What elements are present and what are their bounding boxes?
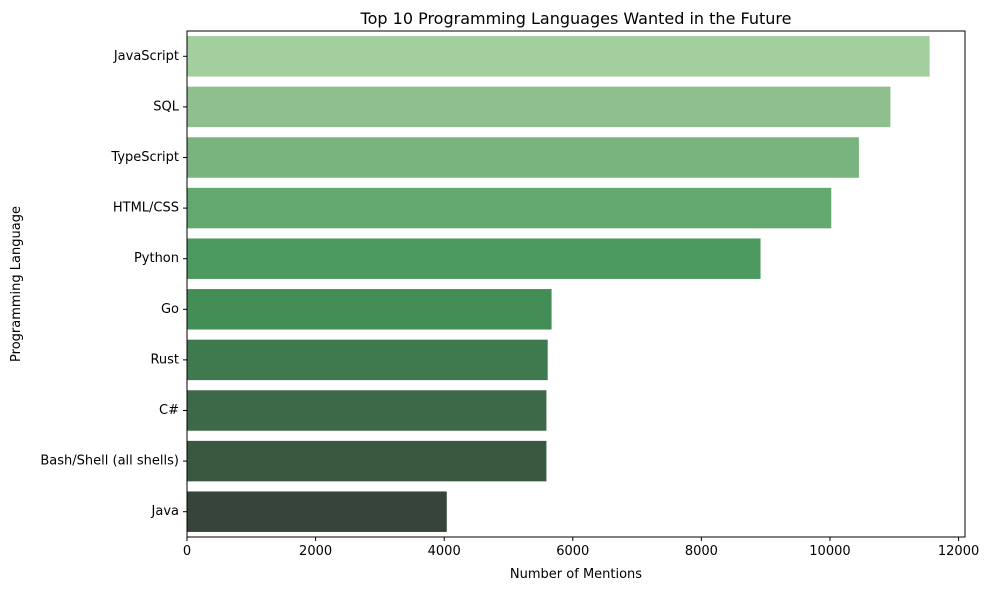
plot-frame [186,30,966,538]
chart-title: Top 10 Programming Languages Wanted in t… [360,9,792,28]
bar-javascript [187,36,930,77]
y-tick-label: C# [159,403,179,418]
y-tick-label: Go [161,302,179,317]
y-tick-label: TypeScript [110,150,179,165]
x-tick-label: 10000 [809,544,850,559]
bar-html-css [187,187,832,229]
x-tick-label: 0 [183,544,191,559]
y-tick-label: Java [151,504,179,519]
bar-typescript [187,137,859,178]
y-tick-label: Python [134,251,179,266]
bar-go [187,289,552,330]
bar-python [187,238,761,279]
x-axis-label: Number of Mentions [510,567,642,582]
x-tick-label: 8000 [685,544,718,559]
bars-group [187,36,930,532]
bar-sql [187,86,891,128]
x-ticks-group: 0 2000 4000 6000 8000 10000 12000 [183,537,979,559]
y-tick-label: JavaScript [113,49,179,64]
y-tick-label: Rust [150,352,179,367]
y-ticks-group: JavaScript SQL TypeScript HTML/CSS Python Go R… [40,49,187,519]
bar-java [187,491,447,532]
bar-rust [187,339,548,381]
bar-c [187,390,547,431]
y-axis-label: Programming Language [9,206,24,362]
y-tick-label: HTML/CSS [113,201,179,216]
x-tick-label: 4000 [428,544,461,559]
y-tick-label: SQL [153,99,179,114]
bar-bash-shell-all-shells [187,440,547,482]
x-tick-label: 6000 [556,544,589,559]
x-tick-label: 12000 [938,544,979,559]
x-tick-label: 2000 [299,544,332,559]
y-tick-label: Bash/Shell (all shells) [40,454,179,469]
